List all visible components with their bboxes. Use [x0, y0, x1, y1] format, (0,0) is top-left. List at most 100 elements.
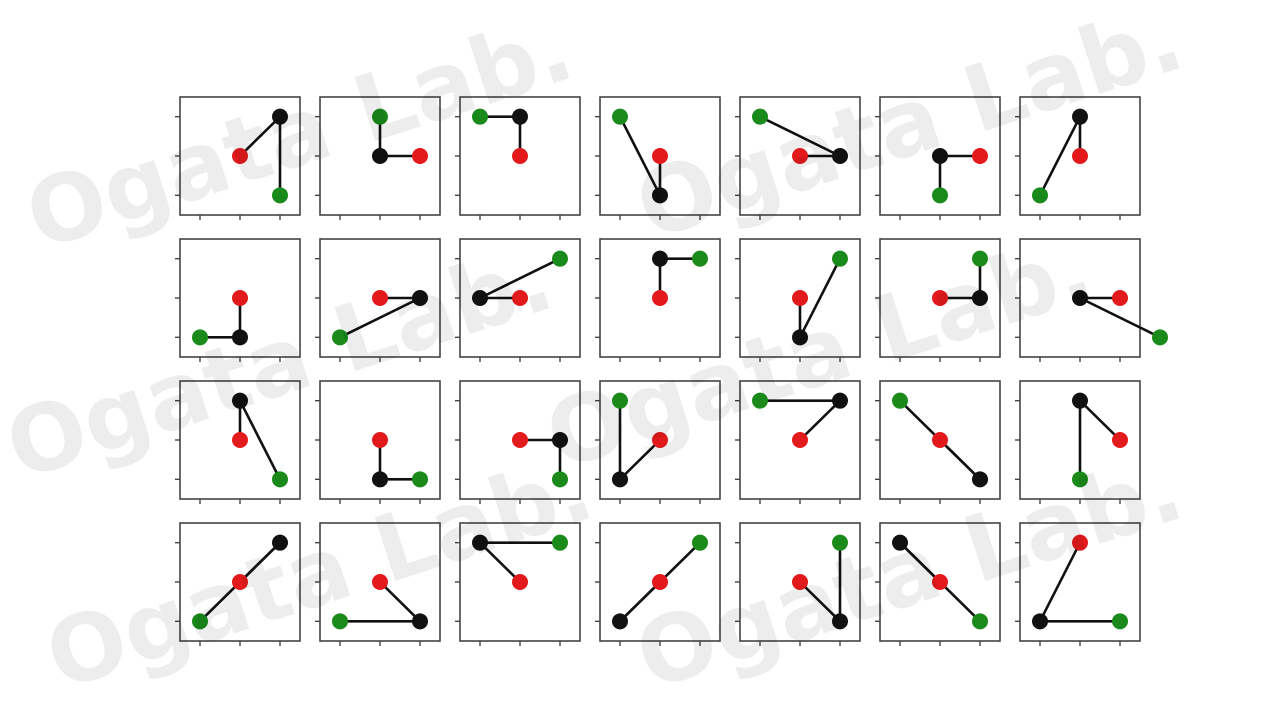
- point-red: [792, 148, 808, 164]
- segment-black-green: [798, 257, 842, 339]
- point-green: [752, 392, 768, 409]
- panel: [455, 238, 581, 362]
- panel: [1015, 96, 1141, 220]
- panel: [875, 96, 1001, 220]
- point-green: [552, 250, 568, 267]
- panel-grid: [175, 96, 1168, 646]
- segment-red-black: [618, 438, 662, 481]
- point-black: [832, 613, 848, 630]
- panel: [735, 380, 861, 504]
- point-black: [232, 392, 248, 409]
- point-red: [652, 432, 668, 448]
- point-red: [792, 574, 808, 590]
- segment-red-black: [238, 115, 282, 158]
- point-red: [972, 148, 988, 164]
- point-black: [372, 471, 388, 488]
- point-black: [792, 329, 808, 346]
- point-red: [792, 432, 808, 448]
- point-green: [332, 613, 348, 630]
- panel: [455, 96, 581, 220]
- point-green: [692, 534, 708, 551]
- point-red: [652, 148, 668, 164]
- panel: [875, 380, 1001, 504]
- segment-red-black: [798, 580, 842, 623]
- point-black: [372, 148, 388, 164]
- panel: [875, 238, 1001, 362]
- point-green: [692, 250, 708, 267]
- panel: [175, 96, 301, 220]
- point-red: [232, 290, 248, 306]
- point-green: [472, 108, 488, 125]
- point-green: [972, 250, 988, 267]
- point-green: [1112, 613, 1128, 630]
- point-black: [972, 290, 988, 306]
- point-black: [932, 148, 948, 164]
- point-green: [272, 187, 288, 204]
- segment-red-black: [1038, 541, 1082, 623]
- point-green: [412, 471, 428, 488]
- point-red: [412, 148, 428, 164]
- point-black: [472, 534, 488, 551]
- point-red: [1072, 148, 1088, 164]
- point-black: [412, 290, 428, 306]
- point-black: [612, 471, 628, 488]
- point-red: [652, 290, 668, 306]
- point-green: [612, 392, 628, 409]
- panel: [735, 522, 861, 646]
- panel: [735, 238, 861, 362]
- point-black: [412, 613, 428, 630]
- point-green: [612, 108, 628, 125]
- point-black: [652, 187, 668, 204]
- point-green: [892, 392, 908, 409]
- panel: [315, 380, 441, 504]
- panel: [175, 380, 301, 504]
- point-green: [552, 534, 568, 551]
- panel: [175, 238, 301, 362]
- panel: [735, 96, 861, 220]
- point-green: [972, 613, 988, 630]
- panel: [595, 522, 721, 646]
- panel: [455, 380, 581, 504]
- panel: [315, 522, 441, 646]
- point-red: [372, 574, 388, 590]
- point-green: [372, 108, 388, 125]
- point-green: [1152, 329, 1168, 346]
- point-red: [232, 574, 248, 590]
- point-black: [1072, 392, 1088, 409]
- segment-black-green: [618, 115, 662, 197]
- panel: [175, 522, 301, 646]
- point-red: [1072, 534, 1088, 551]
- panel: [1015, 238, 1168, 362]
- segment-black-green: [478, 257, 562, 300]
- point-black: [232, 329, 248, 346]
- point-red: [512, 290, 528, 306]
- point-black: [1072, 108, 1088, 125]
- segment-red-black: [1078, 399, 1122, 442]
- point-red: [1112, 290, 1128, 306]
- panel: [315, 96, 441, 220]
- point-green: [192, 613, 208, 630]
- panel: [315, 238, 441, 362]
- panel: [595, 96, 721, 220]
- point-black: [832, 392, 848, 409]
- panel: [455, 522, 581, 646]
- point-red: [792, 290, 808, 306]
- point-black: [1032, 613, 1048, 630]
- segment-black-green: [1078, 296, 1162, 339]
- point-red: [512, 148, 528, 164]
- panel: [595, 380, 721, 504]
- point-red: [372, 432, 388, 448]
- segment-red-black: [378, 580, 422, 623]
- point-red: [232, 432, 248, 448]
- panel: [595, 238, 721, 362]
- point-red: [932, 574, 948, 590]
- point-red: [512, 432, 528, 448]
- segment-black-green: [338, 296, 422, 339]
- point-black: [892, 534, 908, 551]
- point-black: [652, 250, 668, 267]
- segment-red-black: [478, 541, 522, 584]
- point-red: [232, 148, 248, 164]
- point-red: [932, 290, 948, 306]
- point-red: [372, 290, 388, 306]
